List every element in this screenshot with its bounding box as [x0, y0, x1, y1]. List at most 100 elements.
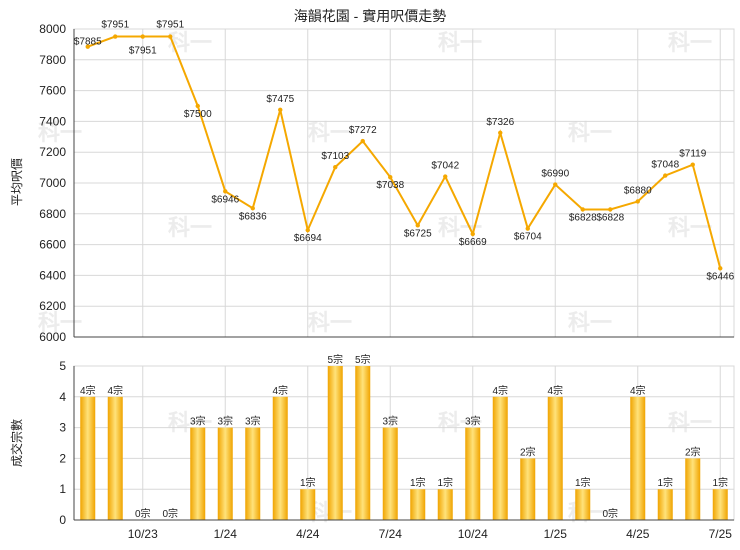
x-tick-label: 7/24 — [379, 527, 403, 541]
count-data-label: 1宗 — [437, 476, 453, 489]
watermark-layer: 科一科一科一科一科一科一科一科一科一科一科一科一科一科一科一科一科一 — [38, 30, 712, 525]
price-data-label: $7119 — [679, 149, 707, 160]
count-bar — [492, 396, 508, 520]
count-tick-label: 4 — [59, 390, 66, 404]
price-data-label: $6828 — [596, 212, 624, 223]
count-bar — [382, 427, 398, 520]
count-tick-label: 5 — [59, 359, 66, 373]
count-data-label: 3宗 — [217, 415, 233, 428]
watermark-text: 科一 — [38, 310, 82, 335]
count-data-label: 4宗 — [492, 384, 508, 397]
price-data-label: $7326 — [486, 117, 514, 128]
price-data-label: $7038 — [376, 180, 404, 191]
count-bar — [685, 458, 701, 520]
price-tick-label: 6400 — [39, 268, 66, 282]
price-point — [223, 189, 228, 194]
price-data-label: $6990 — [541, 169, 569, 180]
count-bar — [190, 427, 206, 520]
price-data-label: $7475 — [266, 94, 294, 105]
count-data-label: 3宗 — [465, 415, 481, 428]
price-data-label: $7951 — [101, 20, 129, 31]
count-bars: 4宗 4宗 0宗 0宗 3宗 3宗 3宗 4宗 1宗 5宗 5宗 3宗 1宗 1宗 3宗 4宗 2宗 4宗 1宗 0宗… — [80, 353, 728, 520]
price-point — [525, 226, 530, 231]
price-tick-label: 7600 — [39, 84, 66, 98]
count-data-label: 3宗 — [382, 415, 398, 428]
x-tick-label: 7/25 — [709, 527, 733, 541]
price-data-label: $7103 — [321, 151, 349, 162]
price-tick-label: 8000 — [39, 22, 66, 36]
price-data-label: $6946 — [211, 194, 239, 205]
price-data-label: $6694 — [294, 233, 322, 244]
count-bar — [575, 489, 591, 520]
price-data-label: $7272 — [349, 125, 377, 136]
price-point — [663, 173, 668, 178]
price-point — [278, 107, 283, 113]
count-data-label: 3宗 — [245, 415, 261, 428]
count-data-label: 4宗 — [80, 384, 96, 397]
count-tick-label: 1 — [59, 482, 66, 496]
count-data-label: 4宗 — [107, 384, 123, 397]
price-point — [443, 174, 448, 179]
count-bar — [410, 489, 426, 520]
price-tick-label: 7000 — [39, 176, 66, 190]
price-tick-label: 7800 — [39, 53, 66, 67]
count-bar — [465, 427, 481, 520]
watermark-text: 科一 — [438, 30, 482, 55]
price-data-label: $7048 — [651, 160, 679, 171]
count-tick-label: 2 — [59, 451, 66, 465]
count-data-label: 3宗 — [190, 415, 206, 428]
count-axis-label: 成交宗數 — [9, 419, 24, 467]
price-point — [168, 34, 173, 39]
watermark-text: 科一 — [168, 215, 212, 240]
count-data-label: 0宗 — [135, 507, 151, 520]
price-point — [470, 231, 475, 237]
price-tick-label: 6000 — [39, 330, 66, 344]
count-data-label: 1宗 — [575, 476, 591, 489]
price-point — [113, 34, 118, 39]
price-point — [553, 182, 558, 187]
watermark-text: 科一 — [668, 30, 712, 55]
price-data-label: $6725 — [404, 228, 432, 239]
count-bar — [217, 427, 233, 520]
count-tick-label: 0 — [59, 513, 66, 527]
count-data-label: 0宗 — [162, 507, 178, 520]
count-data-label: 0宗 — [602, 507, 618, 520]
count-data-label: 2宗 — [685, 445, 701, 458]
price-point — [690, 162, 695, 167]
count-bar — [630, 396, 646, 520]
price-point — [250, 206, 255, 211]
price-point — [580, 207, 585, 212]
watermark-text: 科一 — [568, 120, 612, 145]
price-tick-label: 7200 — [39, 145, 66, 159]
count-bar — [355, 366, 371, 520]
count-bar — [712, 489, 728, 520]
count-bar — [437, 489, 453, 520]
price-tick-label: 6800 — [39, 207, 66, 221]
price-point — [360, 138, 365, 144]
count-data-label: 4宗 — [272, 384, 288, 397]
count-data-label: 4宗 — [630, 384, 646, 397]
price-line: $7885 $7951 $7951 $7951 $7500 $6946$6836 $7475… — [74, 20, 735, 283]
price-data-label: $6669 — [459, 237, 487, 248]
price-axis-label: 平均呎價 — [10, 158, 24, 206]
count-data-label: 1宗 — [712, 476, 728, 489]
x-tick-label: 4/25 — [626, 527, 650, 541]
price-tick-label: 6200 — [39, 299, 66, 313]
price-data-label: $7951 — [129, 46, 157, 57]
watermark-text: 科一 — [568, 310, 612, 335]
count-bar — [245, 427, 261, 520]
count-tick-label: 3 — [59, 421, 66, 435]
price-data-label: $6828 — [569, 212, 597, 223]
price-point — [195, 103, 200, 109]
watermark-text: 科一 — [668, 410, 712, 435]
count-data-label: 2宗 — [520, 445, 536, 458]
price-data-label: $7500 — [184, 109, 212, 120]
watermark-text: 科一 — [38, 120, 82, 145]
x-tick-label: 10/24 — [458, 527, 488, 541]
count-bar — [300, 489, 316, 520]
x-tick-label: 1/25 — [544, 527, 568, 541]
price-point — [415, 223, 420, 228]
watermark-text: 科一 — [668, 215, 712, 240]
x-tick-label: 4/24 — [296, 527, 320, 541]
